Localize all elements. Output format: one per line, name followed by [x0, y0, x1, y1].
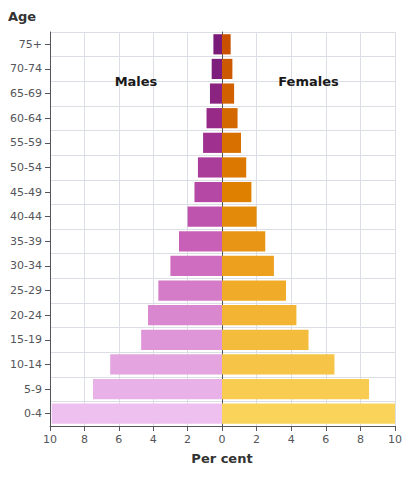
svg-text:8: 8	[81, 433, 88, 446]
svg-text:30-34: 30-34	[10, 259, 42, 272]
svg-text:50-54: 50-54	[10, 161, 42, 174]
svg-text:45-49: 45-49	[10, 186, 42, 199]
svg-text:40-44: 40-44	[10, 210, 42, 223]
svg-text:6: 6	[115, 433, 122, 446]
svg-text:2: 2	[253, 433, 260, 446]
svg-text:2: 2	[184, 433, 191, 446]
svg-text:Age: Age	[8, 9, 36, 24]
svg-text:65-69: 65-69	[10, 87, 42, 100]
svg-text:10: 10	[388, 433, 402, 446]
svg-text:35-39: 35-39	[10, 235, 42, 248]
svg-text:8: 8	[357, 433, 364, 446]
svg-text:0-4: 0-4	[24, 407, 42, 420]
svg-text:Females: Females	[278, 74, 339, 89]
svg-text:Per cent: Per cent	[191, 451, 252, 466]
svg-text:75+: 75+	[19, 38, 42, 51]
svg-text:20-24: 20-24	[10, 309, 42, 322]
svg-text:4: 4	[288, 433, 295, 446]
svg-text:55-59: 55-59	[10, 136, 42, 149]
svg-text:25-29: 25-29	[10, 284, 42, 297]
svg-text:70-74: 70-74	[10, 62, 42, 75]
svg-text:Males: Males	[115, 74, 158, 89]
svg-text:4: 4	[150, 433, 157, 446]
svg-text:5-9: 5-9	[24, 383, 42, 396]
svg-text:10: 10	[43, 433, 57, 446]
svg-text:10-14: 10-14	[10, 358, 42, 371]
svg-text:15-19: 15-19	[10, 333, 42, 346]
svg-text:60-64: 60-64	[10, 112, 42, 125]
svg-text:0: 0	[219, 433, 226, 446]
svg-text:6: 6	[322, 433, 329, 446]
